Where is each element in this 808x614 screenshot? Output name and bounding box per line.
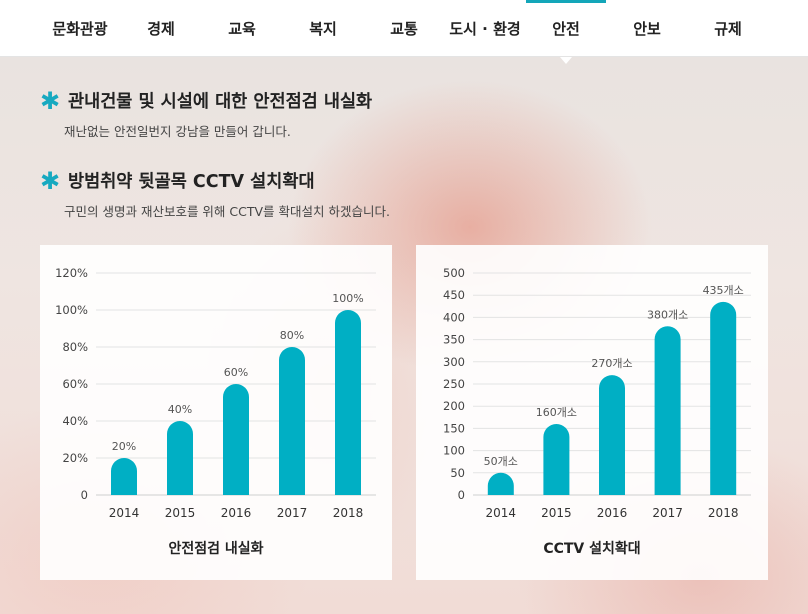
y-tick-label: 0 (458, 488, 465, 502)
chart-title: 안전점검 내실화 (168, 541, 264, 557)
nav-item-security[interactable]: 안보 (607, 0, 687, 57)
nav-item-education[interactable]: 교육 (202, 0, 282, 57)
x-tick-label: 2017 (652, 506, 683, 520)
bar (599, 375, 625, 495)
bar (279, 347, 305, 495)
y-tick-label: 200 (443, 399, 465, 413)
y-tick-label: 250 (443, 377, 465, 391)
nav-item-label: 규제 (714, 20, 742, 38)
nav-item-label: 도시 · 환경 (449, 20, 521, 38)
x-tick-label: 2016 (221, 506, 252, 520)
x-tick-label: 2014 (486, 506, 517, 520)
data-label: 60% (224, 366, 248, 379)
nav-item-label: 교통 (390, 20, 418, 38)
section-cctv-expansion: ✱ 방범취약 뒷골목 CCTV 설치확대 구민의 생명과 재산보호를 위해 CC… (40, 168, 390, 220)
data-label: 40% (168, 403, 192, 416)
cctv-bar-chart: 0 50 100 150 200 250 300 350 400 450 500 50개소 2014 16… (443, 266, 751, 520)
y-tick-label: 50 (450, 466, 465, 480)
y-tick-label: 100 (443, 444, 465, 458)
bar (487, 472, 514, 495)
chart-title: CCTV 설치확대 (543, 541, 641, 557)
nav-item-label: 안보 (633, 20, 661, 38)
y-tick-label: 0 (81, 488, 88, 502)
nav-item-label: 복지 (309, 20, 337, 38)
y-tick-label: 100% (55, 303, 88, 317)
data-label: 160개소 (536, 406, 577, 419)
top-navigation: 문화관광 경제 교육 복지 교통 도시 · 환경 안전 안보 규제 (0, 0, 808, 64)
nav-item-city-environment[interactable]: 도시 · 환경 (445, 0, 525, 57)
x-tick-label: 2016 (597, 506, 628, 520)
section-heading: ✱ 방범취약 뒷골목 CCTV 설치확대 (40, 168, 390, 193)
y-tick-label: 150 (443, 421, 465, 435)
y-tick-label: 80% (62, 340, 88, 354)
nav-item-label: 경제 (147, 20, 175, 38)
data-label: 100% (332, 292, 363, 305)
data-label: 380개소 (647, 308, 688, 321)
x-tick-label: 2015 (165, 506, 196, 520)
inspection-bar-chart: 0 20% 40% 60% 80% 100% 120% 20% 2014 40% 2015 60% 20… (55, 266, 376, 520)
asterisk-icon: ✱ (40, 86, 61, 115)
data-label: 20% (112, 440, 136, 453)
nav-item-welfare[interactable]: 복지 (283, 0, 363, 57)
nav-item-traffic[interactable]: 교통 (364, 0, 444, 57)
data-label: 270개소 (591, 357, 632, 370)
nav-item-culture-tourism[interactable]: 문화관광 (40, 0, 120, 57)
y-tick-label: 60% (62, 377, 88, 391)
section-subtitle: 재난없는 안전일번지 강남을 만들어 갑니다. (64, 124, 291, 139)
y-tick-label: 400 (443, 310, 465, 324)
section-heading: ✱ 관내건물 및 시설에 대한 안전점검 내실화 (40, 88, 372, 113)
nav-item-label: 교육 (228, 20, 256, 38)
x-tick-label: 2018 (333, 506, 364, 520)
section-subtitle: 구민의 생명과 재산보호를 위해 CCTV를 확대설치 하겠습니다. (64, 204, 390, 219)
bar (654, 326, 681, 495)
asterisk-icon: ✱ (40, 166, 61, 195)
nav-item-label: 안전 (552, 20, 580, 38)
nav-item-economy[interactable]: 경제 (121, 0, 201, 57)
bar (543, 423, 570, 495)
nav-item-safety[interactable]: 안전 (526, 0, 606, 64)
y-tick-label: 300 (443, 355, 465, 369)
y-tick-label: 350 (443, 333, 465, 347)
data-label: 80% (280, 329, 304, 342)
x-tick-label: 2017 (277, 506, 308, 520)
nav-item-label: 문화관광 (52, 20, 108, 38)
section-title: 방범취약 뒷골목 CCTV 설치확대 (68, 172, 315, 192)
section-safety-inspection: ✱ 관내건물 및 시설에 대한 안전점검 내실화 재난없는 안전일번지 강남을 … (40, 88, 372, 140)
data-label: 50개소 (484, 455, 518, 468)
chart-panel-inspection: 0 20% 40% 60% 80% 100% 120% 20% 2014 40% 2015 60% 20… (40, 245, 392, 580)
nav-item-regulation[interactable]: 규제 (688, 0, 768, 57)
bar (167, 421, 193, 495)
data-label: 435개소 (703, 284, 744, 297)
x-tick-label: 2015 (541, 506, 572, 520)
chart-panel-cctv: 0 50 100 150 200 250 300 350 400 450 500 50개소 2014 16… (416, 245, 768, 580)
y-tick-label: 40% (62, 414, 88, 428)
y-tick-label: 500 (443, 266, 465, 280)
bar (335, 310, 361, 495)
section-title: 관내건물 및 시설에 대한 안전점검 내실화 (68, 92, 373, 112)
bar (111, 458, 137, 495)
y-tick-label: 450 (443, 288, 465, 302)
x-tick-label: 2014 (109, 506, 140, 520)
bar (710, 301, 737, 495)
y-tick-label: 120% (55, 266, 88, 280)
y-tick-label: 20% (62, 451, 88, 465)
bar (223, 384, 249, 495)
x-tick-label: 2018 (708, 506, 739, 520)
